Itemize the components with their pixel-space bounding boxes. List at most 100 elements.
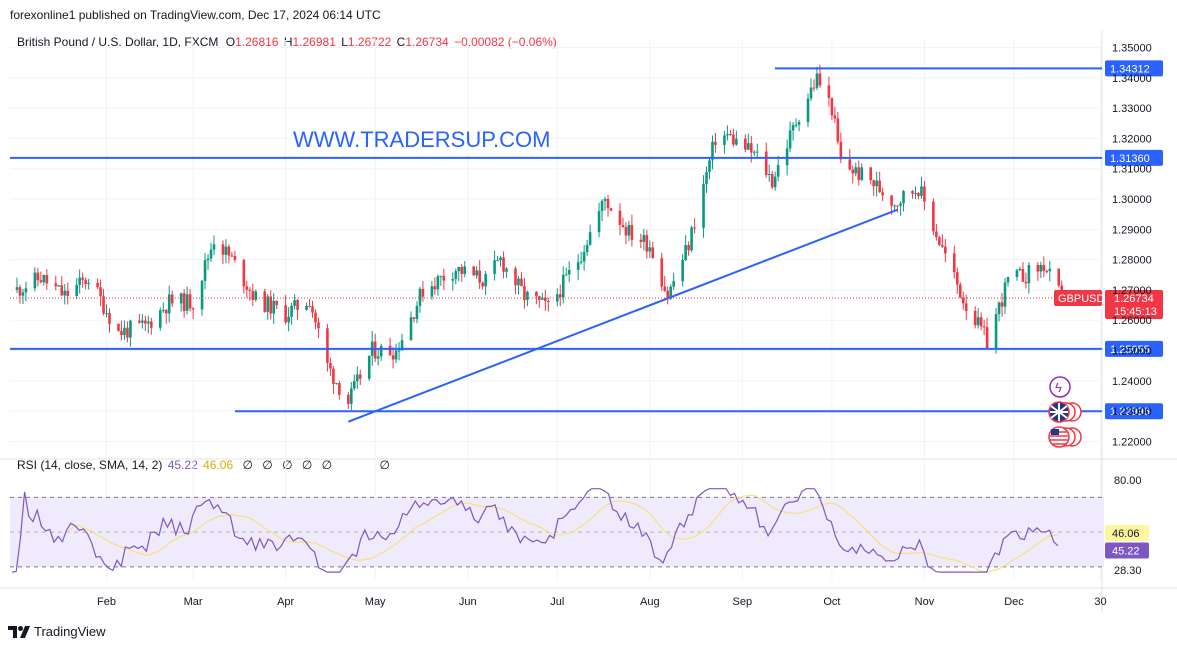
open-label: O xyxy=(225,35,236,49)
candle-body xyxy=(836,118,840,142)
candle-body xyxy=(87,282,90,285)
candle-body xyxy=(600,200,604,212)
candle-body xyxy=(651,247,655,259)
candle-body xyxy=(287,316,290,323)
candle-body xyxy=(296,300,299,310)
candle-body xyxy=(538,296,541,300)
candle-body xyxy=(961,297,965,304)
tradingview-brand: TradingView xyxy=(34,624,106,639)
candle-body xyxy=(433,286,437,290)
candle-body xyxy=(684,245,687,261)
candle-body xyxy=(714,141,717,145)
candle-body xyxy=(1000,302,1004,307)
candle-body xyxy=(230,255,234,257)
null-glyph: ∅ xyxy=(301,458,313,472)
candle-body xyxy=(188,294,192,309)
candle-body xyxy=(815,73,819,88)
rsi-tick-label: 28.30 xyxy=(1114,565,1142,577)
candle-body xyxy=(985,327,989,349)
time-tick-label: Dec xyxy=(1004,596,1024,608)
candle-body xyxy=(576,262,580,270)
candle-body xyxy=(63,290,67,296)
candle-body xyxy=(818,73,822,86)
candle-body xyxy=(60,285,64,296)
candle-body xyxy=(517,278,520,286)
candle-body xyxy=(367,355,371,379)
candle-body xyxy=(150,321,153,328)
candle-body xyxy=(806,98,810,123)
candle-body xyxy=(621,224,625,227)
candle-body xyxy=(224,246,228,255)
candle-body xyxy=(206,258,210,261)
watermark-text: WWW.TRADERSUP.COM xyxy=(293,127,550,152)
candle-body xyxy=(752,151,756,153)
level-price-tag xyxy=(1105,403,1163,420)
candle-body xyxy=(902,191,905,204)
candle-body xyxy=(66,290,70,296)
symbol-tag xyxy=(1054,289,1102,306)
candle-body xyxy=(78,277,81,286)
candle-body xyxy=(200,280,204,310)
ohlc-legend: British Pound / U.S. Dollar, 1D, FXCM O1… xyxy=(17,35,557,49)
candle-body xyxy=(827,85,831,98)
event-icons[interactable]: ϟ xyxy=(1048,376,1082,448)
candle-body xyxy=(248,289,252,291)
price-tick-label: 1.22000 xyxy=(1112,436,1152,448)
candle-body xyxy=(744,138,747,150)
trendline[interactable] xyxy=(347,208,898,423)
candle-body xyxy=(126,327,129,338)
time-tick-label: Jun xyxy=(459,596,477,608)
candle-body xyxy=(400,340,404,351)
candle-body xyxy=(917,193,920,196)
candle-body xyxy=(672,281,675,287)
candle-body xyxy=(305,305,308,310)
candle-body xyxy=(687,245,690,251)
horizontal-levels[interactable]: 1.34312 1.31360 1.25055 1.22996 xyxy=(10,60,1163,420)
price-axis[interactable]: 1.35000 1.34000 1.33000 1.32000 1.31000 1.300… xyxy=(1112,43,1152,449)
candle-body xyxy=(1045,271,1049,273)
candle-body xyxy=(526,291,529,300)
candle-body xyxy=(284,305,287,323)
null-glyph: ∅ xyxy=(379,458,390,472)
candle-body xyxy=(776,165,780,177)
candle-body xyxy=(785,148,789,166)
candle-body xyxy=(75,285,78,296)
candle-body xyxy=(1027,265,1031,284)
candle-body xyxy=(663,286,667,291)
candle-body xyxy=(1006,277,1010,283)
candle-body xyxy=(1015,270,1019,278)
candle-body xyxy=(415,305,419,319)
candle-body xyxy=(421,288,425,297)
candle-body xyxy=(329,362,332,369)
candle-body xyxy=(352,381,356,389)
tradingview-logo-icon xyxy=(8,625,30,638)
candle-body xyxy=(314,312,317,323)
lightning-event-icon[interactable] xyxy=(1049,376,1071,398)
null-glyph: ∅ xyxy=(321,458,333,472)
rsi-label: RSI (14, close, SMA, 14, 2) xyxy=(17,458,163,472)
candle-body xyxy=(251,290,255,300)
candle-body xyxy=(475,270,478,276)
candle-body xyxy=(690,227,693,251)
candle-body xyxy=(872,180,875,187)
trendline-group[interactable] xyxy=(347,208,898,423)
candle-body xyxy=(606,198,610,209)
candle-body xyxy=(212,244,216,250)
candle-body xyxy=(355,374,359,382)
close-label: C xyxy=(396,35,406,49)
high-value: 1.26981 xyxy=(292,35,336,49)
rsi-legend-value: 45.22 xyxy=(167,458,198,472)
candle-body xyxy=(493,260,496,274)
time-axis[interactable]: Feb Mar Apr May Jun Jul Aug Sep Oct Nov Dec 30 xyxy=(97,596,1107,608)
candle-body xyxy=(147,321,150,324)
candle-body xyxy=(630,224,634,240)
candle-body xyxy=(773,176,777,188)
candlestick-series xyxy=(15,64,1064,411)
candle-body xyxy=(1060,285,1064,292)
candle-body xyxy=(45,274,49,284)
tradingview-logo[interactable]: TradingView xyxy=(8,624,106,639)
candle-body xyxy=(973,310,977,326)
candle-body xyxy=(272,300,275,314)
